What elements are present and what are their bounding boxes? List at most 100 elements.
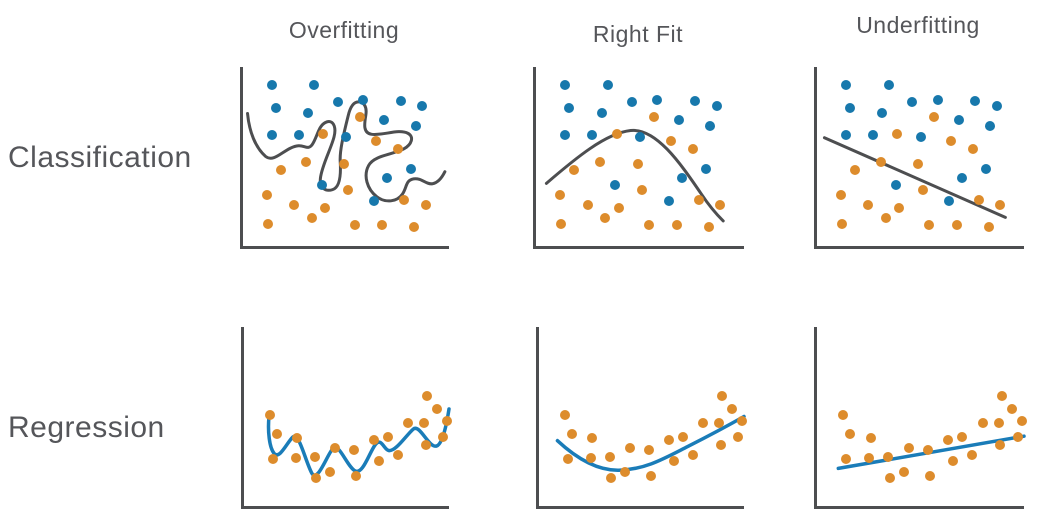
orange-data-dot <box>606 473 617 484</box>
orange-data-dot <box>349 445 360 456</box>
orange-class-dot <box>613 202 624 213</box>
blue-class-dot <box>602 80 613 91</box>
blue-class-dot <box>270 102 281 113</box>
orange-class-dot <box>836 218 847 229</box>
blue-class-dot <box>907 96 918 107</box>
orange-class-dot <box>892 128 903 139</box>
orange-class-dot <box>924 219 935 230</box>
orange-data-dot <box>350 470 361 481</box>
blue-class-dot <box>915 131 926 142</box>
fit-line-curve <box>557 417 744 471</box>
orange-class-dot <box>835 190 846 201</box>
blue-class-dot <box>341 131 352 142</box>
orange-class-dot <box>600 213 611 224</box>
orange-data-dot <box>924 470 935 481</box>
orange-data-dot <box>698 417 709 428</box>
orange-data-dot <box>290 452 301 463</box>
orange-data-dot <box>727 403 738 414</box>
orange-data-dot <box>1012 432 1023 443</box>
orange-class-dot <box>420 200 431 211</box>
orange-data-dot <box>625 442 636 453</box>
blue-class-dot <box>891 180 902 191</box>
orange-class-dot <box>863 200 874 211</box>
blue-class-dot <box>332 96 343 107</box>
blue-class-dot <box>711 101 722 112</box>
blue-class-dot <box>932 94 943 105</box>
orange-class-dot <box>715 200 726 211</box>
orange-data-dot <box>585 452 596 463</box>
blue-class-dot <box>626 96 637 107</box>
orange-data-dot <box>264 410 275 421</box>
orange-class-dot <box>875 157 886 168</box>
blue-class-dot <box>596 108 607 118</box>
orange-data-dot <box>559 410 570 421</box>
blue-class-dot <box>316 180 327 191</box>
orange-class-dot <box>967 144 978 155</box>
blue-class-dot <box>302 108 313 118</box>
panel-classification-underfitting <box>814 67 1024 249</box>
orange-data-dot <box>899 466 910 477</box>
dot-layer <box>817 327 1027 506</box>
orange-data-dot <box>947 455 958 466</box>
orange-data-dot <box>993 417 1004 428</box>
row-label-classification: Classification <box>8 141 192 174</box>
orange-data-dot <box>841 454 852 465</box>
orange-data-dot <box>330 442 341 453</box>
curve-layer <box>539 327 744 506</box>
orange-data-dot <box>995 440 1006 451</box>
orange-class-dot <box>261 190 272 201</box>
dot-layer <box>536 67 744 246</box>
orange-data-dot <box>883 451 894 462</box>
orange-data-dot <box>687 450 698 461</box>
orange-class-dot <box>393 144 404 155</box>
blue-class-dot <box>395 95 406 106</box>
blue-class-dot <box>652 94 663 105</box>
orange-class-dot <box>555 218 566 229</box>
orange-data-dot <box>864 452 875 463</box>
orange-class-dot <box>595 157 606 168</box>
orange-data-dot <box>309 451 320 462</box>
orange-class-dot <box>643 219 654 230</box>
orange-class-dot <box>951 219 962 230</box>
dot-layer <box>244 327 452 506</box>
orange-data-dot <box>837 410 848 421</box>
orange-data-dot <box>620 466 631 477</box>
orange-data-dot <box>437 432 448 443</box>
orange-data-dot <box>977 417 988 428</box>
orange-data-dot <box>392 450 403 461</box>
orange-data-dot <box>267 454 278 465</box>
row-label-regression: Regression <box>8 411 165 444</box>
orange-class-dot <box>687 144 698 155</box>
dot-layer <box>243 67 449 246</box>
orange-class-dot <box>319 202 330 213</box>
orange-data-dot <box>403 417 414 428</box>
orange-class-dot <box>611 128 622 139</box>
orange-data-dot <box>382 432 393 443</box>
column-header-overfitting: Overfitting <box>288 17 400 43</box>
orange-class-dot <box>554 190 565 201</box>
orange-class-dot <box>582 200 593 211</box>
orange-data-dot <box>943 435 954 446</box>
orange-class-dot <box>354 112 365 123</box>
blue-class-dot <box>559 130 570 141</box>
orange-class-dot <box>973 195 984 206</box>
blue-class-dot <box>956 172 967 183</box>
orange-data-dot <box>845 429 856 440</box>
orange-data-dot <box>923 445 934 456</box>
curve-layer <box>536 67 744 246</box>
orange-class-dot <box>913 158 924 169</box>
orange-class-dot <box>306 213 317 224</box>
orange-class-dot <box>880 213 891 224</box>
blue-class-dot <box>266 130 277 141</box>
panel-classification-right-fit <box>533 67 744 249</box>
blue-class-dot <box>676 172 687 183</box>
orange-class-dot <box>399 195 410 206</box>
orange-class-dot <box>665 136 676 147</box>
orange-data-dot <box>997 391 1008 402</box>
orange-data-dot <box>668 455 679 466</box>
orange-class-dot <box>408 222 419 233</box>
decision-boundary-curve <box>546 130 723 221</box>
blue-class-dot <box>700 163 711 174</box>
orange-class-dot <box>671 219 682 230</box>
blue-class-dot <box>635 131 646 142</box>
